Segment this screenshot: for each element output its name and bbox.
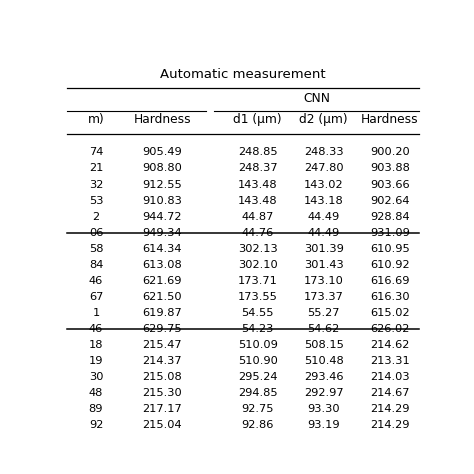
- Text: 48: 48: [89, 388, 103, 398]
- Text: 928.84: 928.84: [370, 211, 410, 222]
- Text: 902.64: 902.64: [370, 196, 410, 206]
- Text: 143.48: 143.48: [238, 196, 277, 206]
- Text: 215.04: 215.04: [142, 420, 182, 430]
- Text: 18: 18: [89, 340, 103, 350]
- Text: 92.75: 92.75: [241, 404, 274, 414]
- Text: 905.49: 905.49: [142, 147, 182, 157]
- Text: 21: 21: [89, 164, 103, 173]
- Text: 93.19: 93.19: [308, 420, 340, 430]
- Text: 44.49: 44.49: [308, 211, 340, 222]
- Text: 214.67: 214.67: [370, 388, 410, 398]
- Text: 949.34: 949.34: [142, 228, 182, 237]
- Text: 944.72: 944.72: [142, 211, 182, 222]
- Text: 58: 58: [89, 244, 103, 254]
- Text: 292.97: 292.97: [304, 388, 344, 398]
- Text: 294.85: 294.85: [238, 388, 277, 398]
- Text: 616.30: 616.30: [370, 292, 410, 302]
- Text: 214.29: 214.29: [370, 404, 410, 414]
- Text: 32: 32: [89, 180, 103, 190]
- Text: 1: 1: [92, 308, 100, 318]
- Text: 247.80: 247.80: [304, 164, 344, 173]
- Text: 614.34: 614.34: [142, 244, 182, 254]
- Text: 508.15: 508.15: [304, 340, 344, 350]
- Text: 214.29: 214.29: [370, 420, 410, 430]
- Text: 173.71: 173.71: [237, 276, 278, 286]
- Text: 510.90: 510.90: [237, 356, 278, 366]
- Text: 143.48: 143.48: [238, 180, 277, 190]
- Text: 2: 2: [92, 211, 100, 222]
- Text: 84: 84: [89, 260, 103, 270]
- Text: 143.18: 143.18: [304, 196, 344, 206]
- Text: 301.39: 301.39: [304, 244, 344, 254]
- Text: 55.27: 55.27: [308, 308, 340, 318]
- Text: 910.83: 910.83: [142, 196, 182, 206]
- Text: 629.75: 629.75: [142, 324, 182, 334]
- Text: 173.37: 173.37: [304, 292, 344, 302]
- Text: 908.80: 908.80: [142, 164, 182, 173]
- Text: 621.69: 621.69: [142, 276, 182, 286]
- Text: 44.49: 44.49: [308, 228, 340, 237]
- Text: 46: 46: [89, 324, 103, 334]
- Text: Hardness: Hardness: [133, 113, 191, 127]
- Text: 302.13: 302.13: [238, 244, 277, 254]
- Text: 74: 74: [89, 147, 103, 157]
- Text: 173.55: 173.55: [237, 292, 278, 302]
- Text: CNN: CNN: [303, 91, 330, 105]
- Text: 215.47: 215.47: [142, 340, 182, 350]
- Text: 610.95: 610.95: [370, 244, 410, 254]
- Text: 613.08: 613.08: [142, 260, 182, 270]
- Text: Automatic measurement: Automatic measurement: [160, 68, 326, 81]
- Text: 54.55: 54.55: [241, 308, 274, 318]
- Text: Hardness: Hardness: [361, 113, 419, 127]
- Text: 248.85: 248.85: [238, 147, 277, 157]
- Text: 626.02: 626.02: [370, 324, 410, 334]
- Text: 616.69: 616.69: [370, 276, 410, 286]
- Text: 54.23: 54.23: [241, 324, 274, 334]
- Text: m): m): [88, 113, 104, 127]
- Text: 143.02: 143.02: [304, 180, 344, 190]
- Text: 301.43: 301.43: [304, 260, 344, 270]
- Text: 92.86: 92.86: [241, 420, 274, 430]
- Text: 214.03: 214.03: [370, 372, 410, 382]
- Text: 248.37: 248.37: [238, 164, 277, 173]
- Text: 53: 53: [89, 196, 103, 206]
- Text: 619.87: 619.87: [142, 308, 182, 318]
- Text: 215.08: 215.08: [142, 372, 182, 382]
- Text: 293.46: 293.46: [304, 372, 344, 382]
- Text: d2 (μm): d2 (μm): [300, 113, 348, 127]
- Text: 510.09: 510.09: [237, 340, 278, 350]
- Text: 912.55: 912.55: [142, 180, 182, 190]
- Text: 900.20: 900.20: [370, 147, 410, 157]
- Text: 54.62: 54.62: [308, 324, 340, 334]
- Text: 302.10: 302.10: [238, 260, 277, 270]
- Text: 46: 46: [89, 276, 103, 286]
- Text: 214.62: 214.62: [370, 340, 410, 350]
- Text: 06: 06: [89, 228, 103, 237]
- Text: 510.48: 510.48: [304, 356, 344, 366]
- Text: 44.87: 44.87: [241, 211, 274, 222]
- Text: 214.37: 214.37: [142, 356, 182, 366]
- Text: 621.50: 621.50: [142, 292, 182, 302]
- Text: 615.02: 615.02: [370, 308, 410, 318]
- Text: 215.30: 215.30: [142, 388, 182, 398]
- Text: 89: 89: [89, 404, 103, 414]
- Text: 30: 30: [89, 372, 103, 382]
- Text: 903.88: 903.88: [370, 164, 410, 173]
- Text: 44.76: 44.76: [241, 228, 274, 237]
- Text: 217.17: 217.17: [142, 404, 182, 414]
- Text: 93.30: 93.30: [308, 404, 340, 414]
- Text: 213.31: 213.31: [370, 356, 410, 366]
- Text: 173.10: 173.10: [304, 276, 344, 286]
- Text: 931.09: 931.09: [370, 228, 410, 237]
- Text: 67: 67: [89, 292, 103, 302]
- Text: 248.33: 248.33: [304, 147, 344, 157]
- Text: 295.24: 295.24: [238, 372, 277, 382]
- Text: d1 (μm): d1 (μm): [233, 113, 282, 127]
- Text: 19: 19: [89, 356, 103, 366]
- Text: 903.66: 903.66: [370, 180, 410, 190]
- Text: 92: 92: [89, 420, 103, 430]
- Text: 610.92: 610.92: [370, 260, 410, 270]
